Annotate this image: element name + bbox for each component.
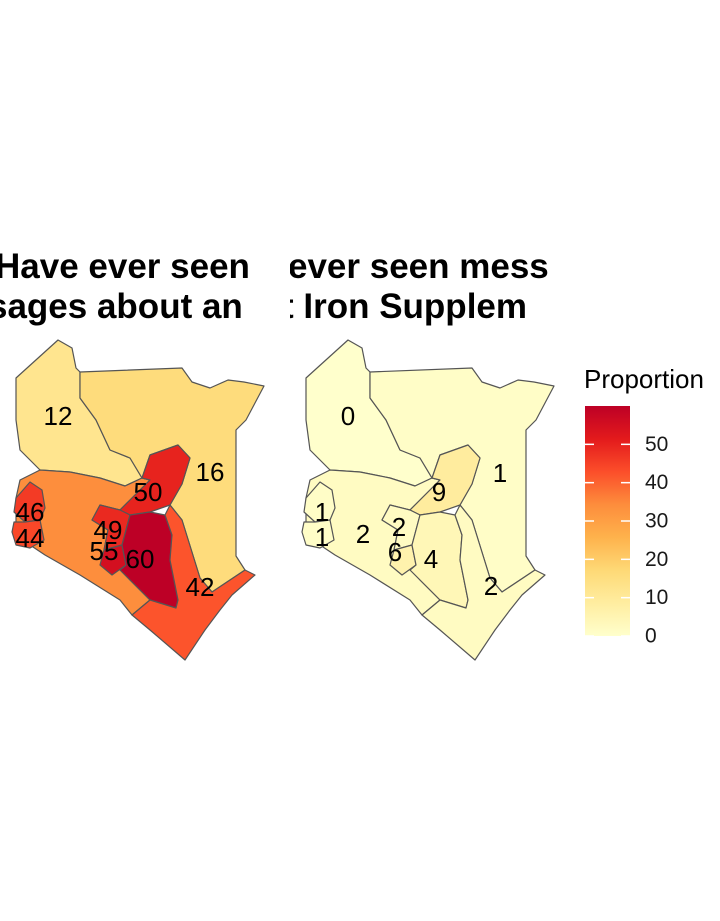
label-central: 9 <box>432 477 446 507</box>
map-left <box>11 339 265 661</box>
legend-ticks: 0 10 20 30 40 50 <box>585 433 668 648</box>
legend-tick-label: 0 <box>645 625 657 648</box>
legend-tick-label: 40 <box>645 471 668 494</box>
label-central: 50 <box>134 477 163 507</box>
region-coast <box>421 504 546 661</box>
label-northwest: 0 <box>341 401 355 431</box>
panel-left: Have ever seen sages about an 12 16 46 4… <box>0 247 265 661</box>
region-west-bottom <box>301 519 335 549</box>
panel-right-title-line2: t Iron Supplem <box>282 287 527 326</box>
label-rift: 2 <box>356 519 370 549</box>
region-west-bottom <box>11 519 45 549</box>
region-nairobi <box>99 544 127 576</box>
map-right <box>301 339 555 661</box>
label-nairobi: 55 <box>90 536 119 566</box>
panel-right-title-line1: ever seen mess <box>288 247 549 286</box>
label-west-bottom: 44 <box>16 523 45 553</box>
legend-tick-label: 10 <box>645 586 668 609</box>
panel-left-title-line2: sages about an <box>0 287 243 326</box>
region-coast <box>131 504 256 661</box>
label-eastern: 60 <box>126 544 155 574</box>
region-west-top <box>13 481 46 523</box>
label-coast: 42 <box>186 572 215 602</box>
label-northeast: 1 <box>493 458 507 488</box>
legend-title: Proportion <box>584 364 704 394</box>
label-eastern: 4 <box>424 544 438 574</box>
label-west-top: 1 <box>315 497 329 527</box>
legend-tick-label: 50 <box>645 433 668 456</box>
label-northwest: 12 <box>44 401 73 431</box>
legend-tick-label: 20 <box>645 548 668 571</box>
labels-left: 12 16 46 44 50 49 55 60 42 <box>16 401 225 602</box>
label-coast: 2 <box>484 571 498 601</box>
labels-right: 0 1 1 1 2 2 9 6 4 2 <box>315 401 507 601</box>
label-west-bottom: 1 <box>315 522 329 552</box>
legend-tick-label: 30 <box>645 510 668 533</box>
label-northeast: 16 <box>196 457 225 487</box>
region-west-top <box>303 481 336 523</box>
panel-right: ever seen mess t Iron Supplem 0 1 1 1 2 … <box>282 247 555 661</box>
label-nairobi: 6 <box>388 537 402 567</box>
legend: Proportion 0 10 20 30 40 50 <box>584 364 704 648</box>
label-nyanza: 49 <box>94 515 123 545</box>
panel-left-title-line1: Have ever seen <box>0 247 250 286</box>
label-west-top: 46 <box>16 497 45 527</box>
region-nairobi <box>389 544 417 576</box>
label-nyanza: 2 <box>392 512 406 542</box>
